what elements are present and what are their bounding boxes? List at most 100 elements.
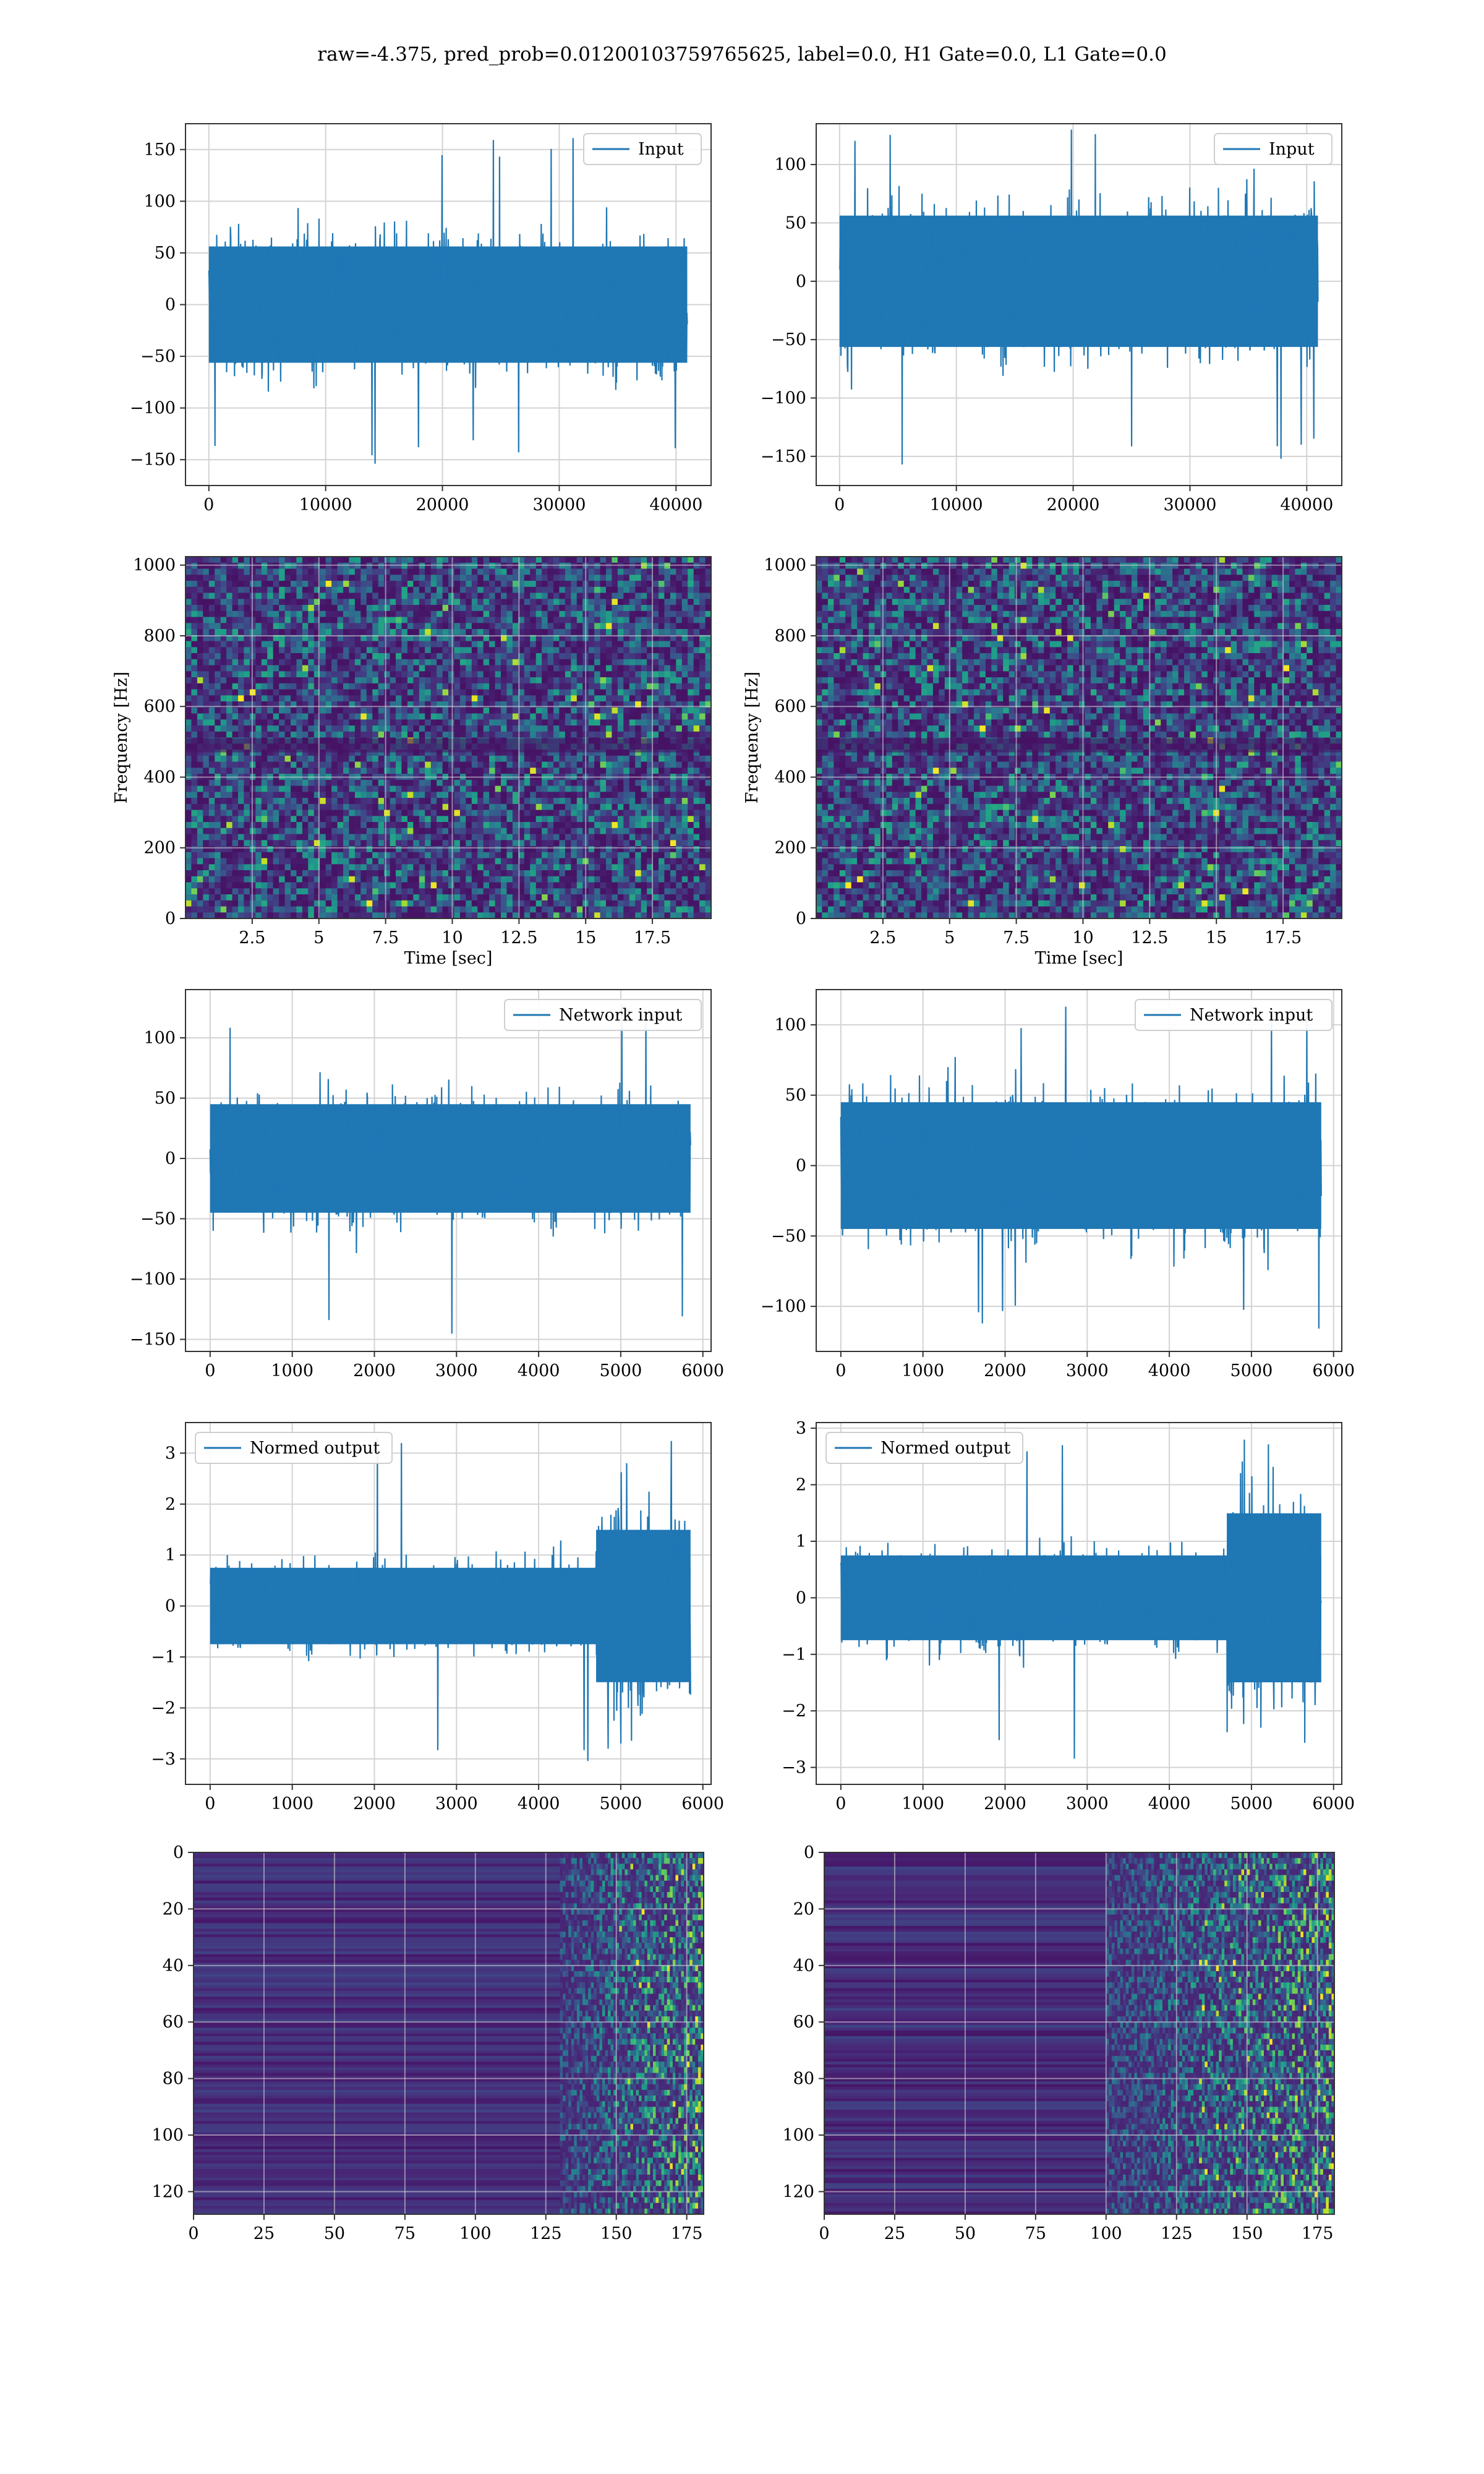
grid-lines — [186, 557, 711, 919]
y-tick-label: 0 — [796, 1588, 806, 1607]
y-tick-label: 0 — [796, 909, 806, 928]
y-axis-ticks: −100 −50 0 50 100 — [761, 1016, 816, 1316]
y-tick-label: 0 — [165, 296, 176, 315]
chart-10: 0 25 50 75 100 125 150 175 0 20 40 60 80 100 120 — [782, 1843, 1335, 2243]
x-axis-ticks: 2.5 5 7.5 10 12.5 15 17.5 — [239, 918, 671, 948]
y-tick-label: 100 — [774, 155, 806, 174]
x-tick-label: 3000 — [1066, 1361, 1109, 1380]
x-tick-label: 0 — [834, 495, 845, 515]
x-tick-label: 5000 — [600, 1361, 642, 1380]
chart-1: 0 10000 20000 30000 40000 −150 −100 −50 0 50 100 15… — [130, 123, 712, 515]
legend: Input — [583, 133, 702, 165]
x-axis-label: Time [sec] — [404, 949, 493, 968]
x-tick-label: 4000 — [518, 1794, 560, 1813]
y-tick-label: 100 — [143, 192, 176, 211]
y-tick-label: 2 — [165, 1495, 176, 1514]
y-axis-ticks: −150 −100 −50 0 50 100 150 — [130, 140, 186, 469]
x-tick-label: 2000 — [984, 1794, 1026, 1813]
legend-label: Input — [1269, 140, 1315, 159]
y-tick-label: 50 — [155, 1089, 176, 1108]
y-tick-label: 150 — [143, 140, 176, 160]
y-tick-label: 0 — [165, 1597, 176, 1616]
axes-frame — [816, 556, 1342, 919]
x-tick-label: 175 — [1302, 2224, 1334, 2243]
x-tick-label: 10 — [1072, 928, 1093, 948]
x-tick-label: 3000 — [435, 1361, 478, 1380]
y-tick-label: −100 — [761, 1297, 806, 1316]
x-tick-label: 0 — [205, 1794, 215, 1813]
y-tick-label: 40 — [163, 1956, 184, 1975]
x-tick-label: 2.5 — [869, 928, 896, 948]
y-axis-ticks: 0 20 40 60 80 100 120 — [782, 1843, 824, 2201]
x-tick-label: 6000 — [1312, 1361, 1355, 1380]
axes-frame — [816, 123, 1342, 486]
chart-5: 0 1000 2000 3000 4000 5000 6000 −150 −100 −50 0 50 1… — [130, 989, 724, 1380]
x-tick-label: 20000 — [1047, 495, 1100, 515]
y-tick-label: 60 — [163, 2013, 184, 2032]
x-tick-label: 150 — [1231, 2224, 1263, 2243]
legend-label: Input — [638, 140, 684, 159]
heatmap-image — [194, 1852, 704, 2214]
y-axis-ticks: −3 −2 −1 0 1 2 3 — [151, 1444, 186, 1769]
x-tick-label: 17.5 — [1264, 928, 1302, 948]
y-tick-label: −100 — [130, 399, 176, 418]
axes-frame — [185, 556, 712, 919]
axes-frame — [816, 1422, 1342, 1785]
chart-4: 2.5 5 7.5 10 12.5 15 17.5 0 200 400 600 800 1000 Time… — [743, 556, 1342, 968]
chart-6: 0 1000 2000 3000 4000 5000 6000 −100 −50 0 50 100 Ne… — [761, 989, 1355, 1380]
axes-frame — [824, 1852, 1335, 2215]
x-tick-label: 50 — [955, 2224, 976, 2243]
y-tick-label: 50 — [155, 244, 176, 263]
x-tick-label: 4000 — [1148, 1794, 1191, 1813]
x-tick-label: 5000 — [600, 1794, 642, 1813]
y-tick-label: −50 — [140, 1210, 176, 1229]
x-tick-label: 125 — [1161, 2224, 1193, 2243]
x-tick-label: 30000 — [1163, 495, 1216, 515]
x-tick-label: 6000 — [1312, 1794, 1355, 1813]
x-axis-ticks: 0 10000 20000 30000 40000 — [203, 486, 702, 515]
legend-label: Network input — [559, 1006, 682, 1025]
series-line — [838, 129, 1319, 465]
grid-lines — [824, 1852, 1334, 2214]
y-tick-label: 40 — [793, 1956, 814, 1975]
y-tick-label: 120 — [782, 2182, 814, 2201]
y-axis-label: Frequency [Hz] — [743, 672, 762, 803]
x-tick-label: 3000 — [1066, 1794, 1109, 1813]
y-tick-label: 0 — [173, 1843, 184, 1862]
y-axis-ticks: 0 20 40 60 80 100 120 — [151, 1843, 194, 2201]
x-tick-label: 4000 — [1148, 1361, 1191, 1380]
y-tick-label: −50 — [771, 330, 806, 349]
x-tick-label: 12.5 — [500, 928, 537, 948]
x-tick-label: 50 — [324, 2224, 345, 2243]
y-tick-label: −50 — [771, 1226, 806, 1246]
y-tick-label: −150 — [761, 447, 806, 466]
x-tick-label: 1000 — [271, 1361, 313, 1380]
x-tick-label: 12.5 — [1131, 928, 1168, 948]
chart-9: 0 25 50 75 100 125 150 175 0 20 40 60 80 100 120 — [151, 1843, 704, 2243]
x-tick-label: 0 — [819, 2224, 829, 2243]
y-tick-label: 60 — [793, 2013, 814, 2032]
y-tick-label: 0 — [804, 1843, 814, 1862]
x-tick-label: 25 — [254, 2224, 275, 2243]
x-tick-label: 15 — [1206, 928, 1227, 948]
x-tick-label: 40000 — [1280, 495, 1333, 515]
y-tick-label: 200 — [143, 839, 176, 858]
x-tick-label: 5 — [313, 928, 324, 948]
heatmap-image — [186, 557, 711, 918]
grid-lines — [816, 557, 1342, 919]
series-line — [209, 1004, 691, 1334]
y-tick-label: 1000 — [133, 556, 176, 575]
x-tick-label: 2000 — [353, 1794, 396, 1813]
chart-2: 0 10000 20000 30000 40000 −150 −100 −50 0 50 100 In… — [761, 123, 1342, 515]
y-tick-label: 3 — [796, 1419, 806, 1438]
legend: Network input — [1135, 999, 1333, 1031]
x-axis-label: Time [sec] — [1035, 949, 1124, 968]
x-tick-label: 20000 — [416, 495, 469, 515]
y-tick-label: 800 — [774, 627, 806, 646]
y-tick-label: −1 — [151, 1648, 176, 1667]
y-tick-label: −3 — [151, 1750, 176, 1769]
x-tick-label: 1000 — [902, 1361, 944, 1380]
legend: Input — [1214, 133, 1333, 165]
x-tick-label: 0 — [188, 2224, 198, 2243]
x-tick-label: 0 — [835, 1794, 846, 1813]
